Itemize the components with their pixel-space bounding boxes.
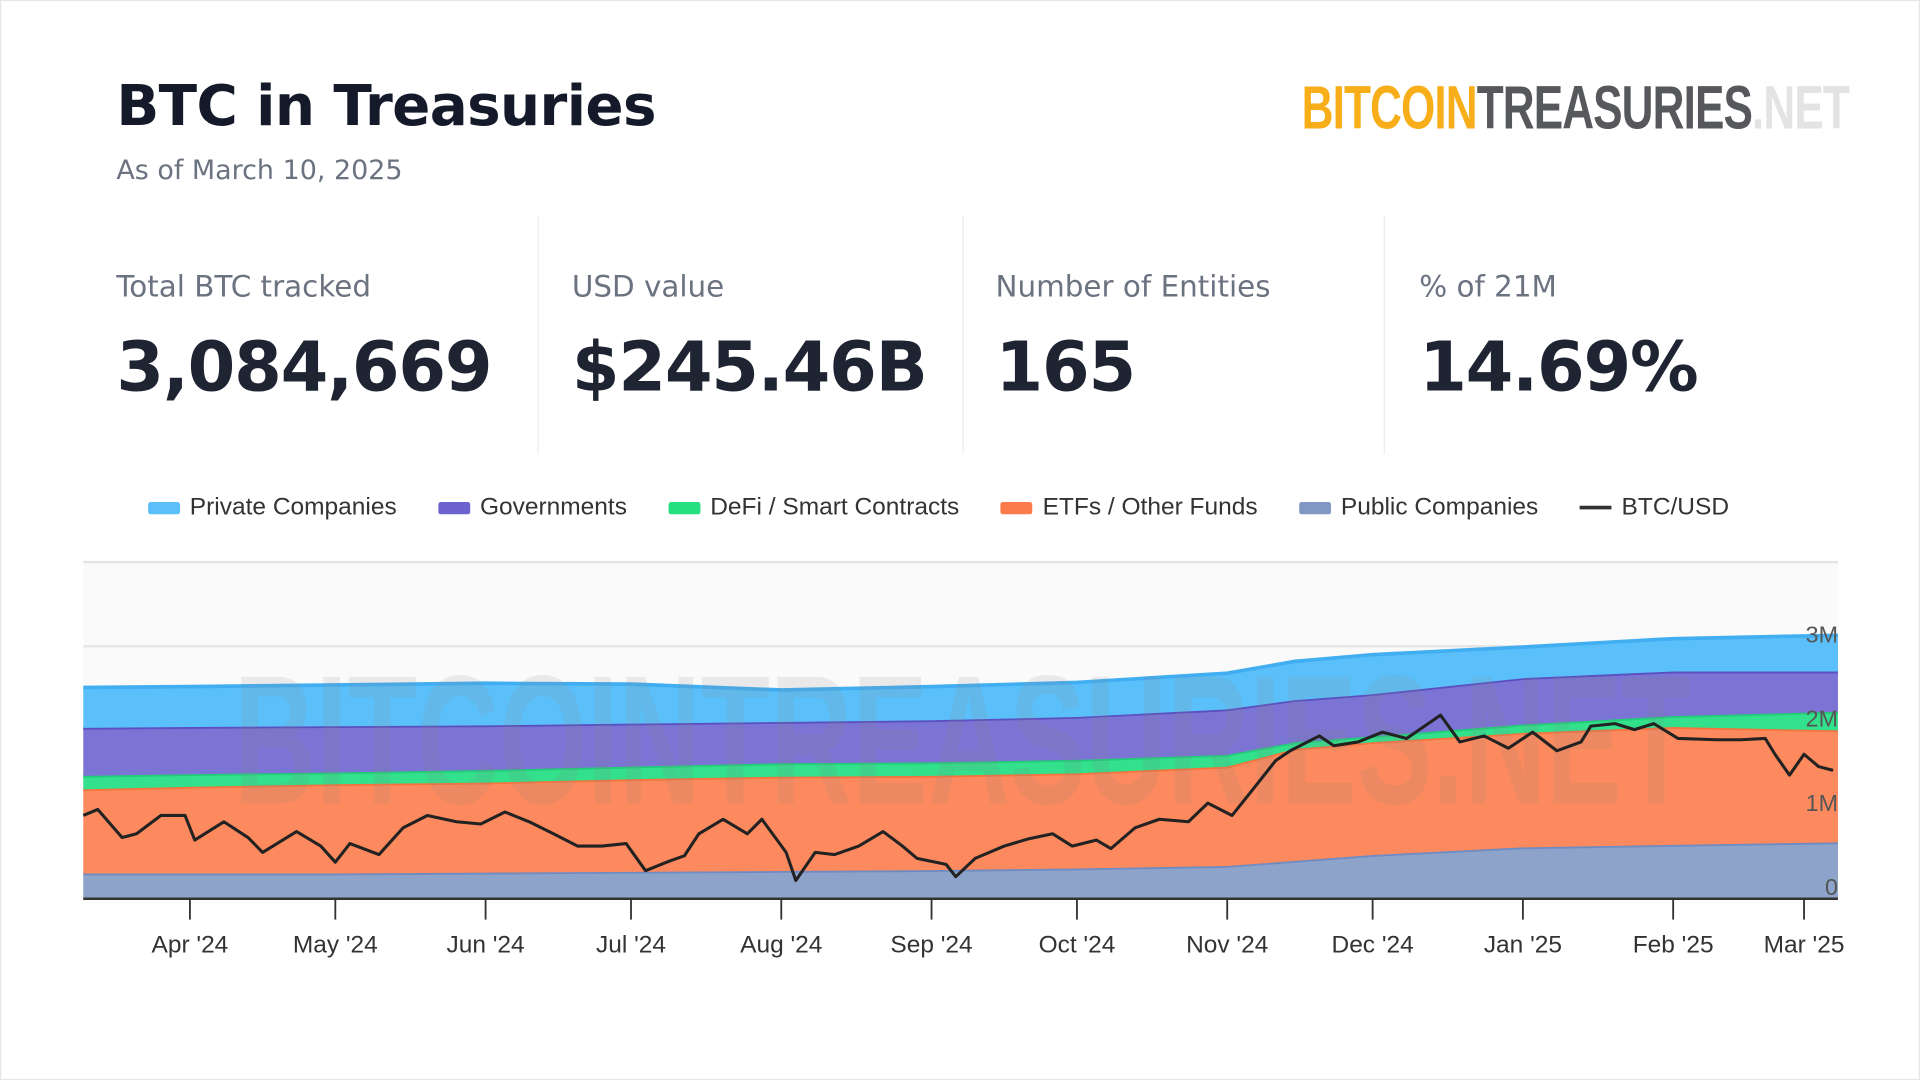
chart-legend: Private Companies Governments DeFi / Sma… — [148, 493, 1771, 521]
as-of-date: As of March 10, 2025 — [116, 155, 403, 187]
x-tick-label: Jul '24 — [596, 932, 666, 959]
divider — [537, 215, 539, 455]
plot-background — [83, 562, 1838, 899]
legend-label: DeFi / Smart Contracts — [710, 493, 960, 521]
legend-swatch — [148, 501, 181, 514]
x-tick-label: Oct '24 — [1039, 932, 1116, 959]
area-top-edge — [83, 725, 1839, 792]
divider — [1383, 215, 1385, 455]
legend-item-etfs[interactable]: ETFs / Other Funds — [1000, 493, 1258, 521]
legend-item-btc-usd[interactable]: BTC/USD — [1579, 493, 1730, 521]
stat-value: 14.69% — [1419, 328, 1698, 408]
x-tick-label: Nov '24 — [1186, 932, 1268, 959]
legend-swatch — [1299, 501, 1332, 514]
x-tick-label: Mar '25 — [1764, 932, 1845, 959]
legend-label: Public Companies — [1340, 493, 1539, 521]
legend-item-defi[interactable]: DeFi / Smart Contracts — [668, 493, 960, 521]
stat-label: USD value — [571, 269, 725, 304]
area-top-edge — [83, 710, 1839, 778]
legend-item-governments[interactable]: Governments — [438, 493, 627, 521]
y-tick-label: 0 — [1825, 874, 1838, 900]
stat-label: % of 21M — [1419, 269, 1557, 304]
logo-part-treasuries: TREASURIES — [1476, 73, 1753, 143]
area-top-edge — [83, 633, 1839, 692]
logo-part-bitcoin: BITCOIN — [1301, 73, 1478, 143]
legend-line — [1579, 505, 1612, 510]
area-top-edge — [83, 840, 1839, 876]
legend-item-public-companies[interactable]: Public Companies — [1299, 493, 1538, 521]
legend-swatch — [1000, 501, 1033, 514]
legend-swatch — [438, 501, 471, 514]
area-private-companies — [83, 635, 1838, 728]
legend-label: BTC/USD — [1621, 493, 1730, 521]
stat-label: Number of Entities — [995, 269, 1271, 304]
x-tick-label: May '24 — [293, 932, 378, 959]
y-tick-label: 3M — [1806, 622, 1838, 648]
x-tick-label: Dec '24 — [1332, 932, 1414, 959]
area-governments — [83, 671, 1838, 776]
logo-part-net: .NET — [1751, 73, 1850, 143]
x-tick-label: Sep '24 — [890, 932, 972, 959]
x-tick-label: Jun '24 — [447, 932, 525, 959]
bitcointreasuries-logo[interactable]: BITCOINTREASURIES.NET — [1301, 72, 1850, 143]
legend-label: Private Companies — [189, 493, 397, 521]
stat-value: 165 — [995, 328, 1137, 408]
y-tick-label: 2M — [1806, 706, 1838, 732]
legend-label: Governments — [479, 493, 627, 521]
legend-swatch — [668, 501, 701, 514]
stat-value: $245.46B — [571, 328, 928, 408]
x-tick-label: Aug '24 — [740, 932, 822, 959]
watermark-logo: BITCOINTREASURIES.NET — [234, 637, 1691, 842]
area-top-edge — [83, 669, 1838, 730]
x-tick-label: Apr '24 — [152, 932, 229, 959]
x-tick-label: Feb '25 — [1633, 932, 1714, 959]
area-public-companies — [83, 842, 1838, 899]
area-defi-smart-contracts — [83, 711, 1838, 790]
y-tick-label: 1M — [1806, 790, 1838, 816]
area-etfs-other-funds — [83, 727, 1838, 874]
stat-label: Total BTC tracked — [116, 269, 372, 304]
stat-value: 3,084,669 — [116, 328, 492, 408]
legend-item-private-companies[interactable]: Private Companies — [148, 493, 397, 521]
x-tick-label: Jan '25 — [1484, 932, 1562, 959]
page-title: BTC in Treasuries — [116, 72, 656, 139]
btc-usd-line — [82, 713, 1834, 883]
legend-label: ETFs / Other Funds — [1042, 493, 1258, 521]
divider — [962, 215, 964, 455]
